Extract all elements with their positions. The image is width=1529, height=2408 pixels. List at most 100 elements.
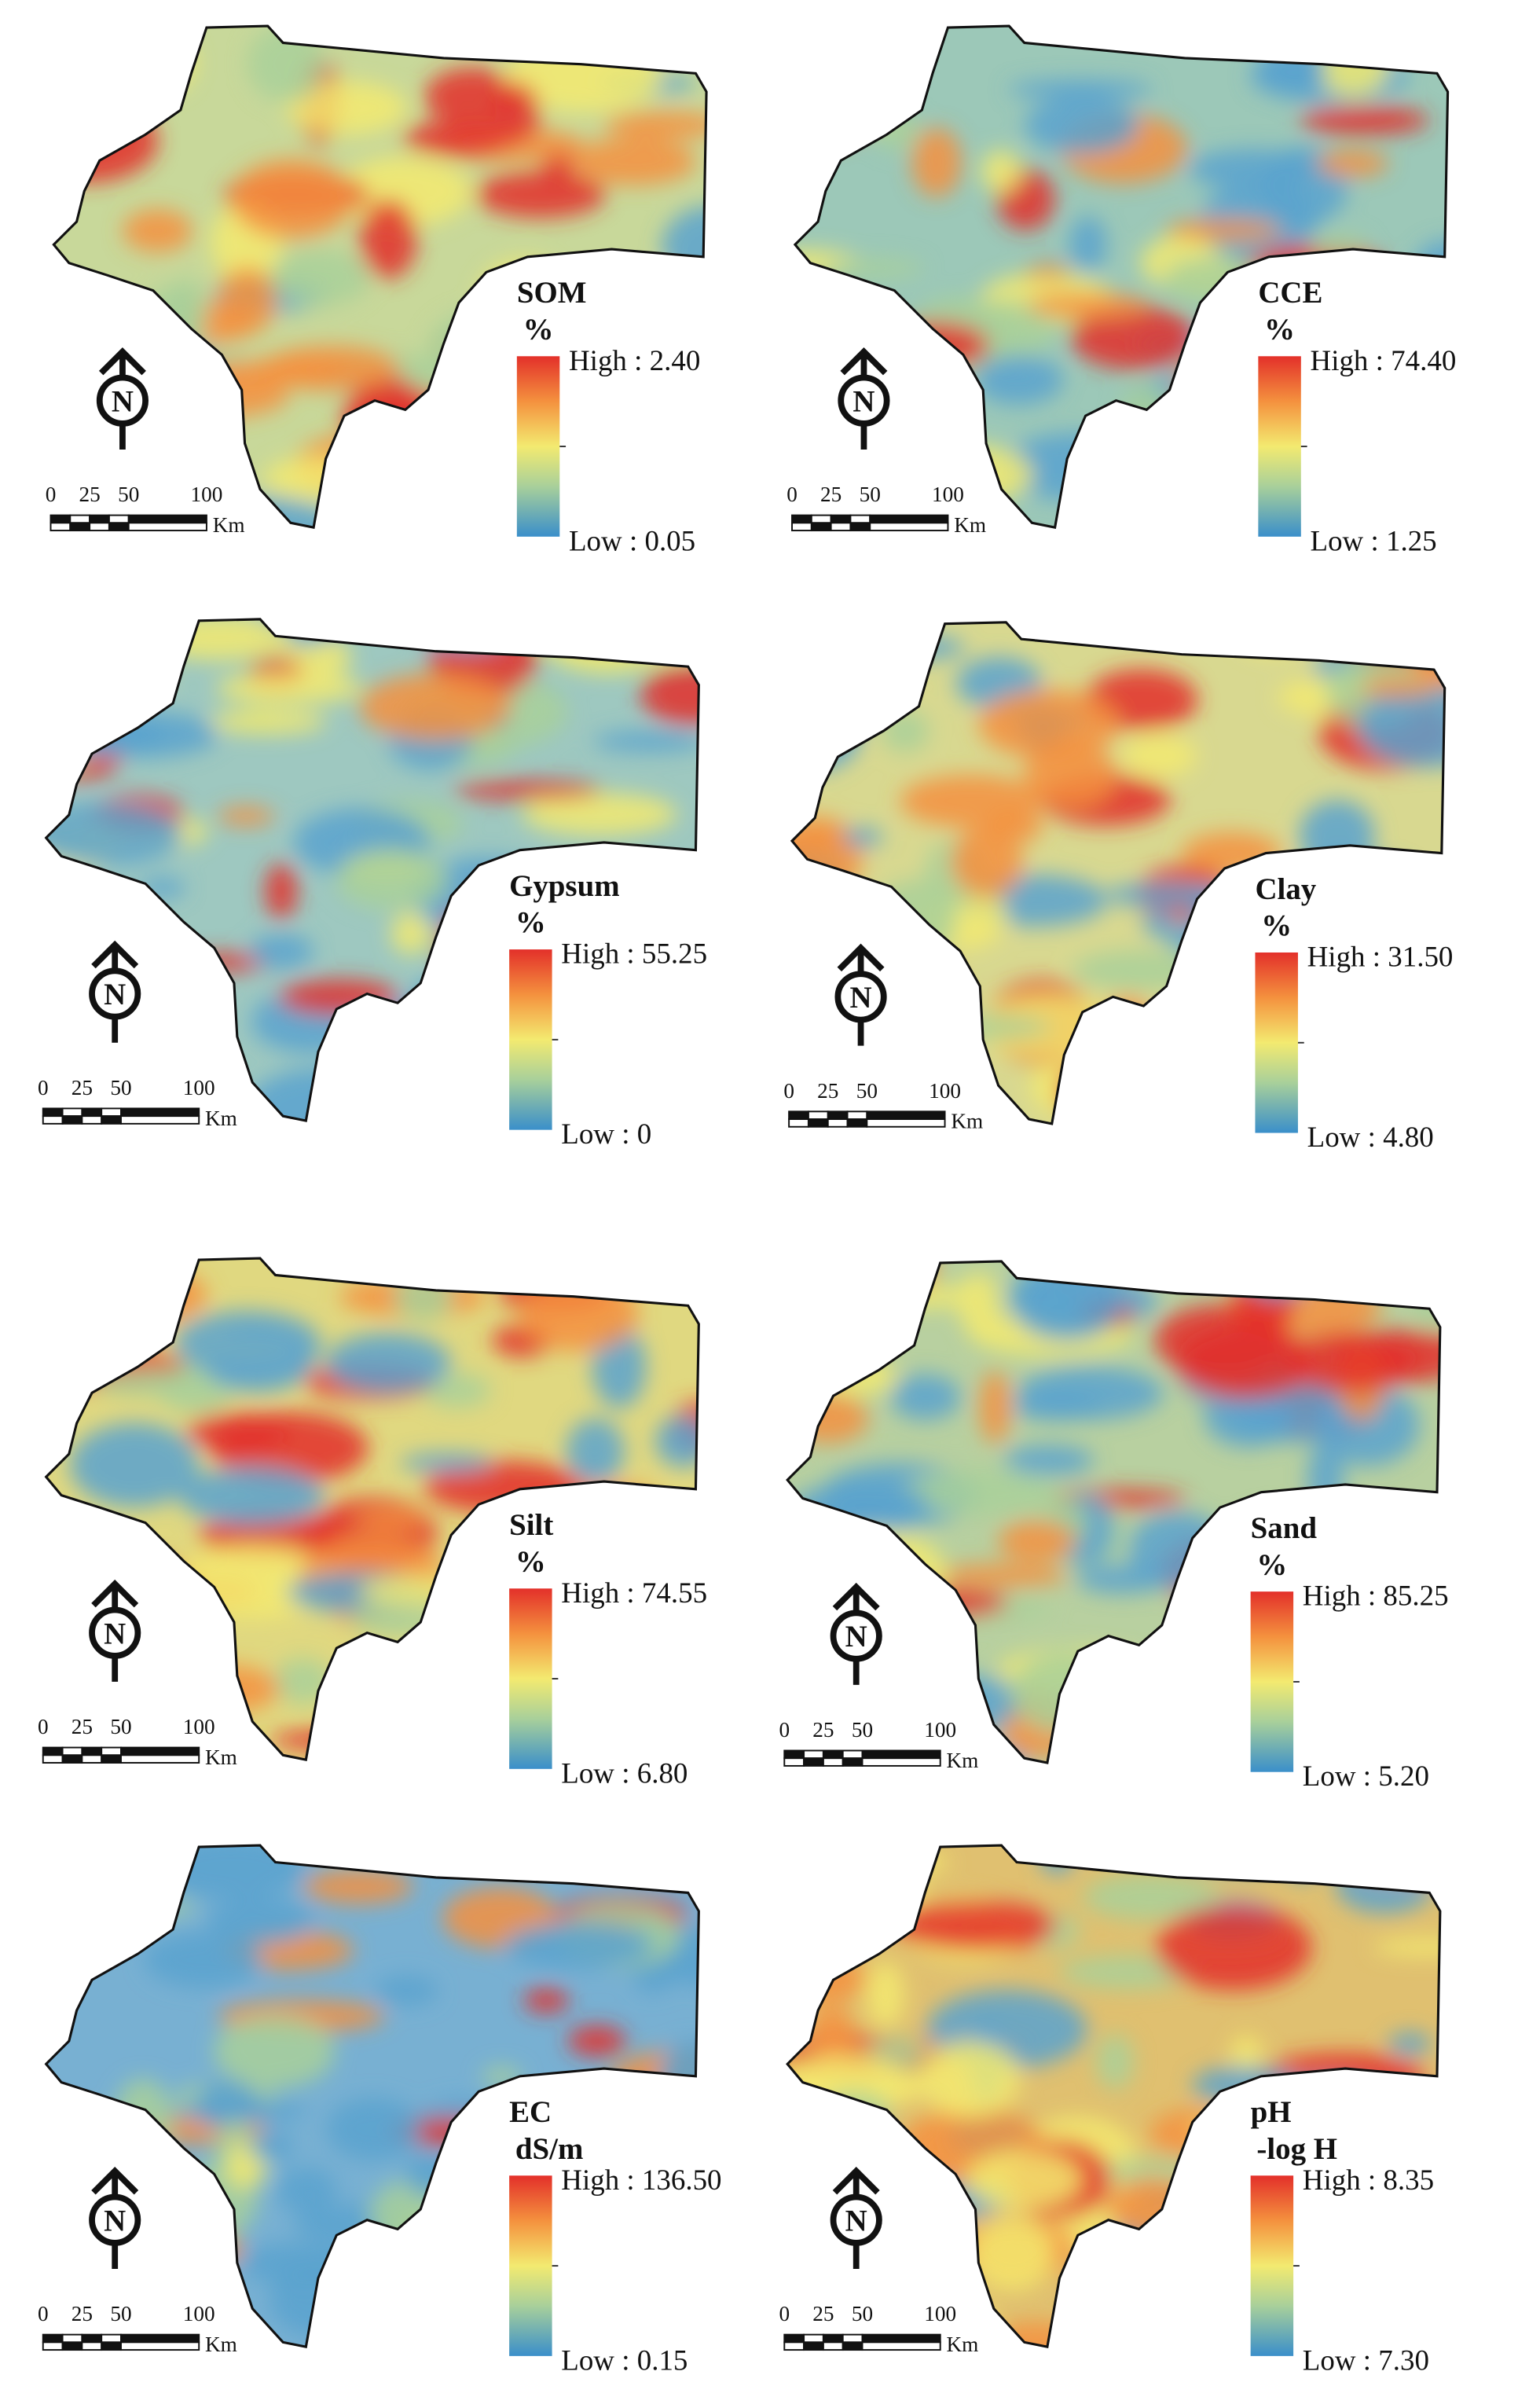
scale-label: 25	[820, 483, 842, 506]
map-patch	[359, 673, 512, 741]
map-patch	[519, 1275, 639, 1352]
map-patch	[277, 2168, 337, 2214]
north-circle	[89, 967, 141, 1020]
scale-seg	[869, 514, 949, 524]
north-label: N	[104, 978, 126, 1011]
map-patch	[1298, 455, 1428, 511]
legend-high: High : 55.25	[561, 938, 707, 970]
map-patch	[603, 111, 707, 139]
map-patch	[214, 2013, 336, 2088]
map-patch	[1414, 240, 1448, 294]
scale-seg	[866, 1118, 946, 1128]
map-patch	[1125, 1058, 1271, 1124]
legend-low: Low : 0.05	[569, 524, 695, 556]
map-patch	[1009, 1261, 1124, 1342]
map-patch	[935, 1563, 1069, 1588]
map-patch	[979, 1370, 1011, 1444]
scale-seg	[127, 514, 207, 524]
map-patch	[635, 294, 707, 331]
map-patch	[559, 1034, 675, 1061]
map-patch	[600, 397, 707, 446]
map-patch	[1067, 1733, 1220, 1764]
map-patch	[306, 1845, 446, 1860]
map-patch	[1299, 408, 1442, 478]
scale-seg	[81, 2333, 103, 2344]
map-patch	[46, 689, 100, 775]
map-patch	[794, 501, 825, 528]
scale-seg	[61, 1754, 83, 1764]
map-patch	[1360, 677, 1436, 698]
map-patch	[567, 2025, 626, 2057]
map-patch	[998, 1521, 1076, 1562]
scale-seg	[842, 2341, 864, 2351]
legend-high: High : 136.50	[561, 2164, 721, 2196]
map-patch	[83, 1286, 119, 1343]
map-patch	[1117, 2218, 1254, 2300]
map-patch	[565, 1493, 699, 1528]
legend-ramp	[1255, 952, 1298, 1133]
map-raster	[46, 1258, 699, 1760]
map-panel: SOM% High : 2.40 Low : 0.05 N 0 25 50 100 Km	[46, 24, 708, 556]
legend-title: SOM	[517, 276, 587, 310]
map-patch	[270, 249, 369, 307]
map-patch	[1143, 909, 1176, 938]
map-patch	[1012, 1393, 1101, 1421]
legend-unit: %	[515, 906, 546, 940]
scale-seg	[81, 1115, 103, 1125]
map-patch	[57, 1850, 135, 1881]
map-patch	[827, 1261, 938, 1294]
map-patch	[46, 2110, 115, 2147]
scale-unit: Km	[947, 1749, 979, 1772]
map-patch	[792, 703, 860, 773]
scale-seg	[81, 2341, 103, 2351]
map-panel: Silt% High : 74.55 Low : 6.80 N 0 25 50 100 Km	[38, 1257, 707, 1789]
map-patch	[197, 359, 350, 386]
scale-seg	[42, 1754, 64, 1764]
map-patch	[571, 1686, 606, 1757]
scale-seg	[42, 1115, 64, 1125]
map-patch	[1240, 1261, 1316, 1298]
map-patch	[808, 2006, 855, 2064]
map-patch	[249, 934, 314, 969]
map-patch	[658, 2041, 699, 2117]
map-patch	[1154, 1022, 1213, 1048]
map-raster	[792, 622, 1445, 1124]
legend-low: Low : 5.20	[1303, 1760, 1429, 1792]
north-label: N	[850, 981, 872, 1015]
map-patch	[1415, 1281, 1440, 1327]
scale-seg	[803, 2333, 824, 2344]
map-patch	[577, 1845, 699, 1863]
legend-high: High : 74.40	[1311, 344, 1457, 376]
map-patch	[621, 1654, 699, 1719]
map-patch	[792, 816, 863, 900]
scale-seg	[866, 1110, 946, 1121]
map-patch	[874, 879, 957, 960]
scale-label: 100	[932, 483, 964, 506]
legend-low: Low : 7.30	[1303, 2344, 1429, 2376]
map-patch	[1304, 430, 1341, 464]
map-patch	[53, 26, 93, 39]
map-patch	[414, 619, 486, 654]
map-patch	[989, 810, 1043, 842]
map-patch	[458, 1108, 517, 1121]
legend-high: High : 8.35	[1303, 2164, 1434, 2196]
map-patch	[53, 317, 134, 349]
map-patch	[207, 1897, 315, 1944]
map-patch	[405, 2153, 456, 2198]
map-patch	[1263, 1264, 1296, 1306]
scale-seg	[788, 1110, 809, 1121]
map-patch	[980, 149, 1021, 193]
legend-low: Low : 0	[561, 1118, 651, 1150]
scale-label: 50	[110, 2302, 131, 2325]
map-patch	[852, 77, 891, 128]
map-patch	[957, 1272, 999, 1334]
scale-seg	[861, 1757, 941, 1767]
map-patch	[390, 912, 431, 955]
map-patch	[393, 1272, 453, 1321]
map-patch	[1417, 993, 1445, 1077]
map-patch	[359, 199, 417, 279]
map-patch	[265, 863, 298, 920]
map-patch	[144, 1932, 263, 1988]
